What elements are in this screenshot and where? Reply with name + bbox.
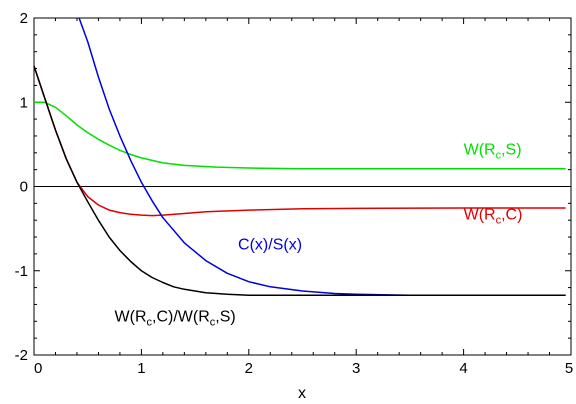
y-tick-label: -2 bbox=[15, 347, 28, 364]
x-tick-label: 5 bbox=[565, 360, 573, 377]
series-line-3 bbox=[33, 65, 566, 296]
series-label-2: C(x)/S(x) bbox=[238, 237, 302, 254]
y-tick-label: 0 bbox=[20, 179, 28, 196]
x-tick-label: 4 bbox=[459, 360, 467, 377]
series-label-3: W(Rc,C)/W(Rc,S) bbox=[115, 308, 236, 328]
x-axis-title: x bbox=[298, 385, 306, 402]
x-tick-label: 0 bbox=[34, 360, 42, 377]
curves-group bbox=[33, 17, 566, 296]
y-tick-label: -1 bbox=[15, 263, 28, 280]
ticks-group bbox=[33, 17, 572, 356]
x-tick-label: 1 bbox=[137, 360, 145, 377]
tick-labels-group: 0 1 2 3 4 5 2 1 0 -1 -2 bbox=[15, 10, 574, 377]
series-label-0: W(Rc,S) bbox=[464, 141, 522, 161]
y-tick-label: 2 bbox=[20, 10, 28, 27]
x-tick-label: 3 bbox=[352, 360, 360, 377]
x-tick-label: 2 bbox=[245, 360, 253, 377]
series-line-2 bbox=[78, 17, 566, 296]
y-tick-label: 1 bbox=[20, 94, 28, 111]
series-label-1: W(Rc,C) bbox=[464, 206, 523, 226]
series-line-0 bbox=[34, 101, 566, 170]
curve-labels-group: W(Rc,S) W(Rc,C) C(x)/S(x) W(Rc,C)/W(Rc,S) bbox=[115, 141, 523, 328]
